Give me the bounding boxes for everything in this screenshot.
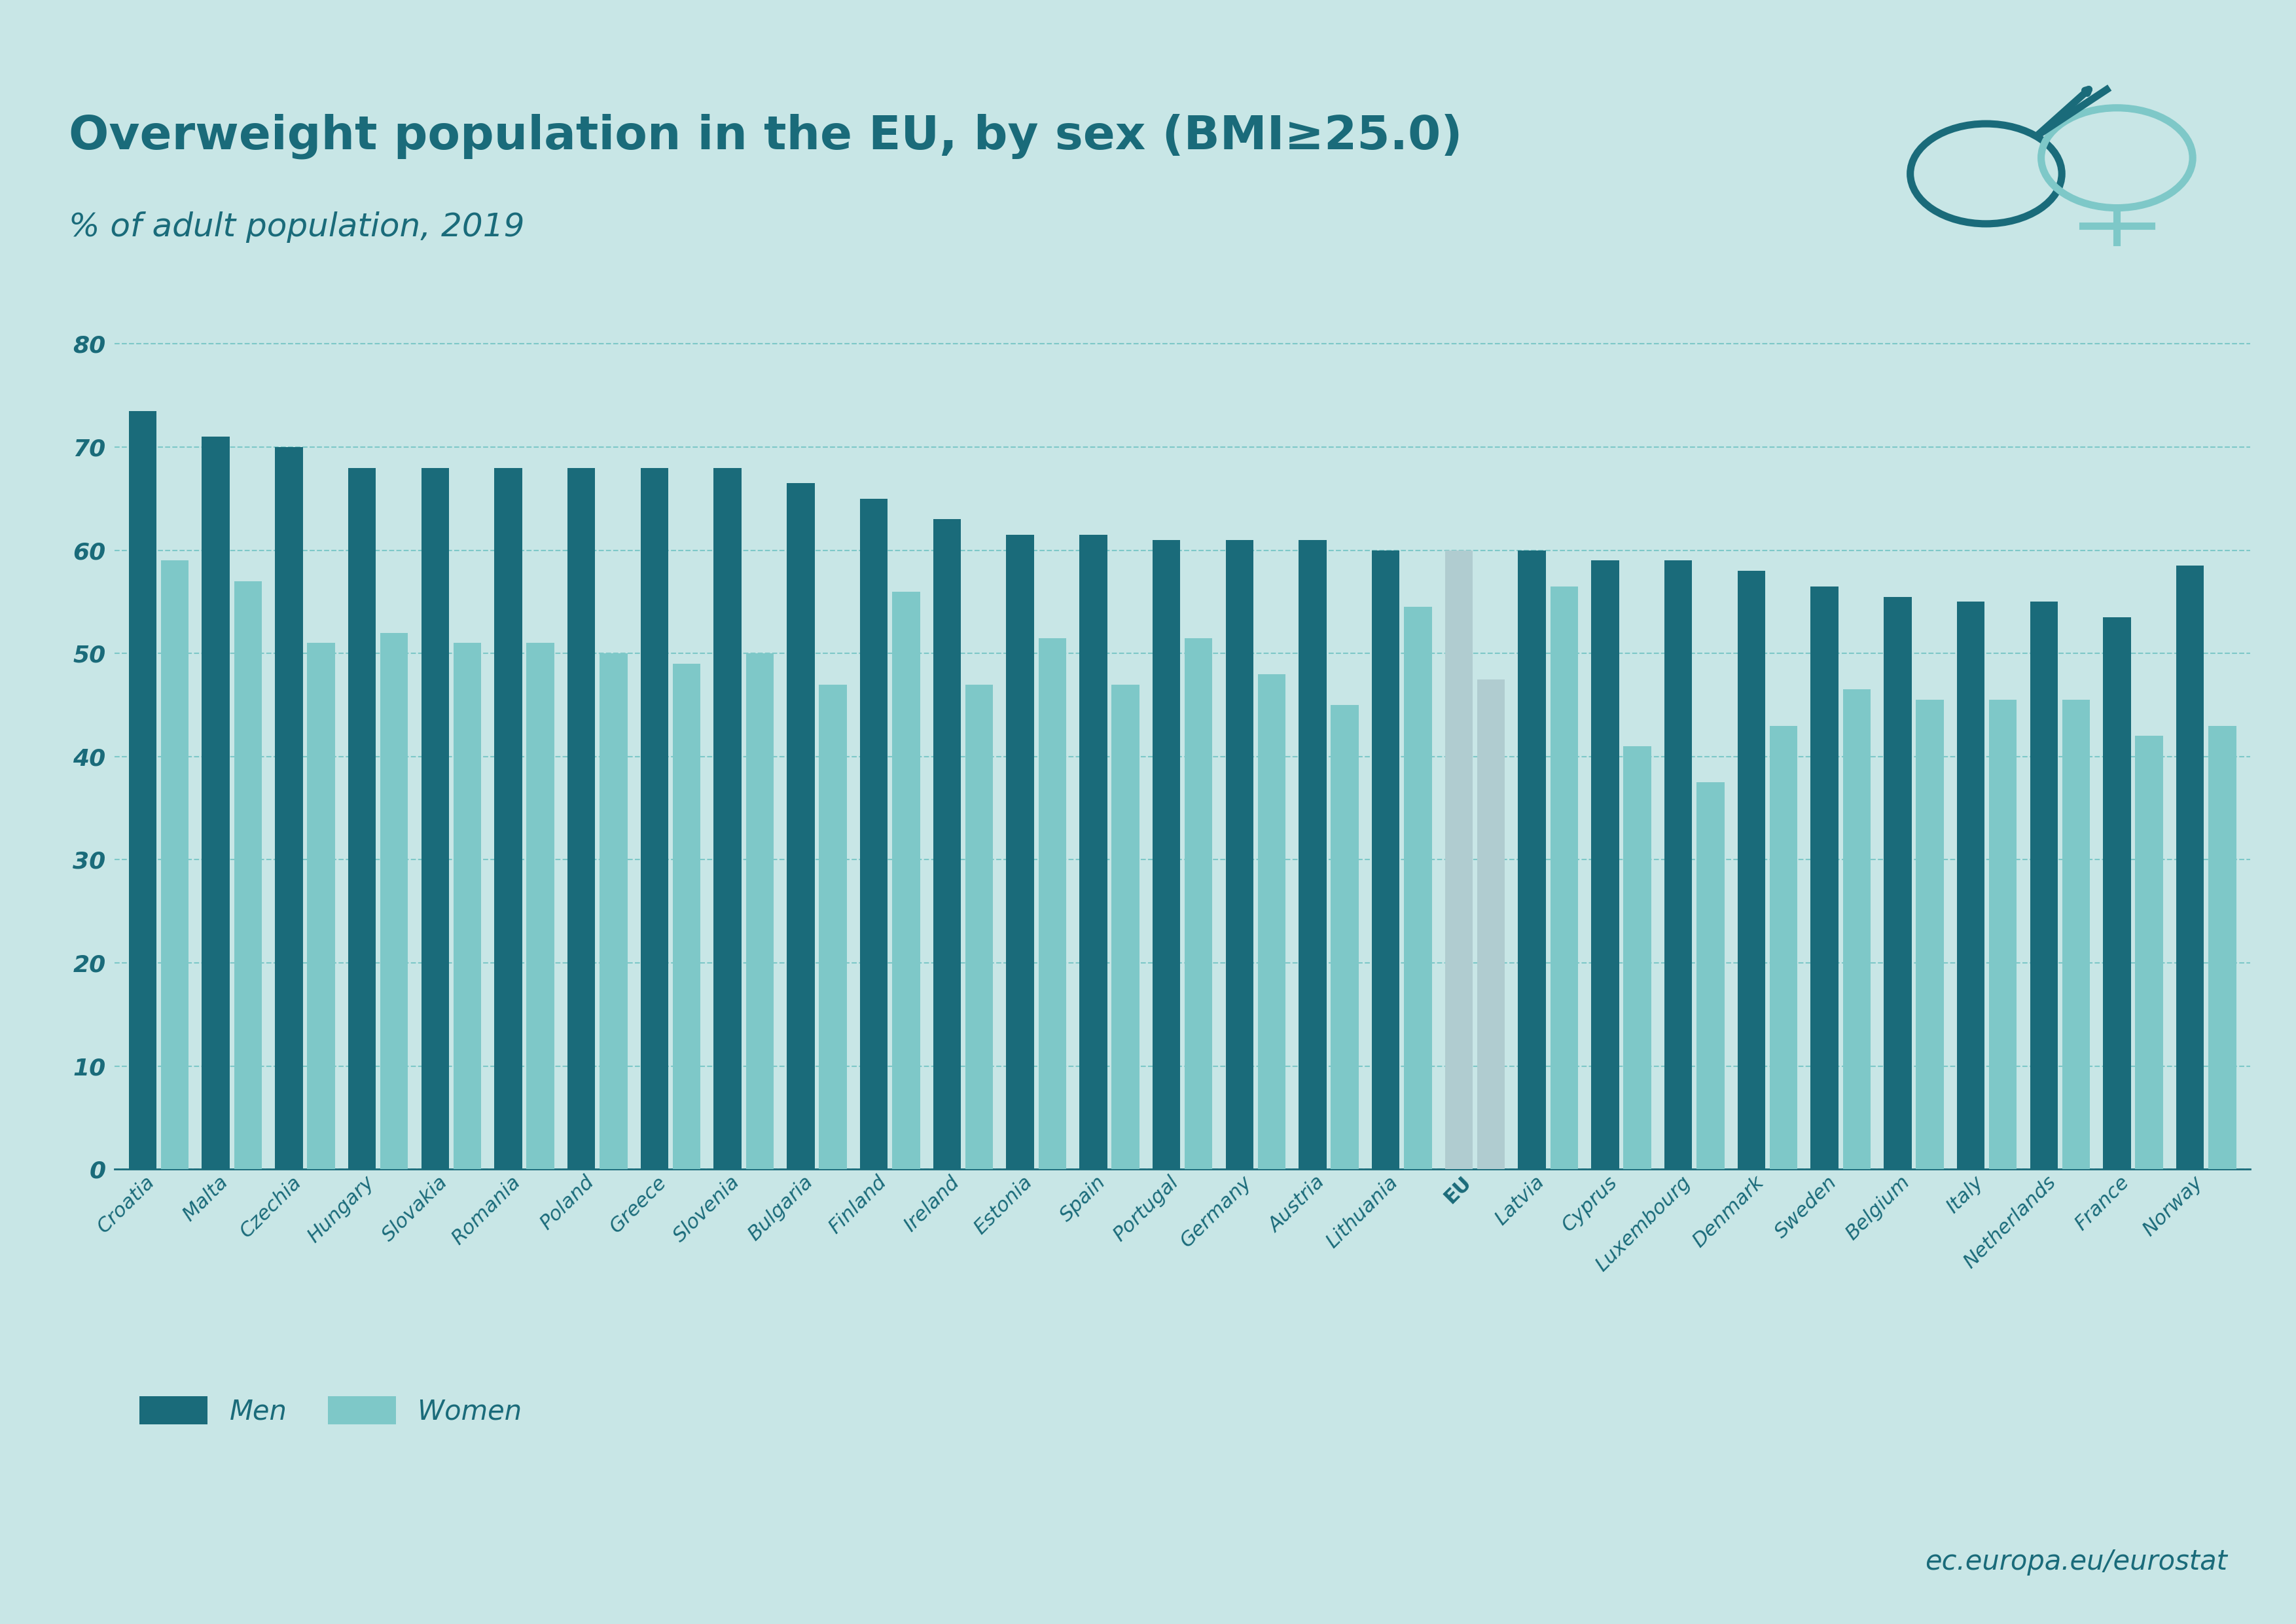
Bar bbox=[494, 468, 521, 1169]
Bar bbox=[2062, 700, 2089, 1169]
Bar bbox=[202, 437, 230, 1169]
Legend: Men, Women: Men, Women bbox=[129, 1385, 533, 1436]
Bar bbox=[1623, 747, 1651, 1169]
Bar bbox=[1956, 603, 1984, 1169]
Bar bbox=[893, 591, 921, 1169]
Bar bbox=[1883, 596, 1913, 1169]
Text: Overweight population in the EU, by sex (BMI≥25.0): Overweight population in the EU, by sex … bbox=[69, 114, 1463, 159]
Bar bbox=[1476, 679, 1504, 1169]
Bar bbox=[1591, 560, 1619, 1169]
Text: % of adult population, 2019: % of adult population, 2019 bbox=[69, 211, 526, 242]
Text: ec.europa.eu/eurostat: ec.europa.eu/eurostat bbox=[1924, 1548, 2227, 1575]
Bar bbox=[1371, 551, 1401, 1169]
Bar bbox=[2030, 603, 2057, 1169]
Bar bbox=[1079, 534, 1107, 1169]
Bar bbox=[1844, 690, 1871, 1169]
Bar bbox=[1226, 539, 1254, 1169]
Bar bbox=[1300, 539, 1327, 1169]
Bar bbox=[1988, 700, 2016, 1169]
Bar bbox=[1405, 607, 1433, 1169]
Bar bbox=[932, 520, 960, 1169]
Bar bbox=[1550, 586, 1577, 1169]
Bar bbox=[641, 468, 668, 1169]
Bar bbox=[2135, 736, 2163, 1169]
Bar bbox=[381, 633, 409, 1169]
Bar bbox=[2209, 726, 2236, 1169]
Bar bbox=[1332, 705, 1359, 1169]
Bar bbox=[1153, 539, 1180, 1169]
Bar bbox=[599, 653, 627, 1169]
Bar bbox=[1185, 638, 1212, 1169]
Bar bbox=[1258, 674, 1286, 1169]
Bar bbox=[1518, 551, 1545, 1169]
Bar bbox=[308, 643, 335, 1169]
Bar bbox=[820, 684, 847, 1169]
Bar bbox=[1697, 783, 1724, 1169]
Bar bbox=[2103, 617, 2131, 1169]
Bar bbox=[526, 643, 553, 1169]
Bar bbox=[861, 499, 889, 1169]
Bar bbox=[567, 468, 595, 1169]
Bar bbox=[420, 468, 450, 1169]
Bar bbox=[964, 684, 994, 1169]
Bar bbox=[1038, 638, 1065, 1169]
Bar bbox=[1738, 572, 1766, 1169]
Bar bbox=[1915, 700, 1945, 1169]
Bar bbox=[714, 468, 742, 1169]
Bar bbox=[1770, 726, 1798, 1169]
Bar bbox=[234, 581, 262, 1169]
Bar bbox=[1111, 684, 1139, 1169]
Bar bbox=[161, 560, 188, 1169]
Bar bbox=[276, 447, 303, 1169]
Bar bbox=[349, 468, 377, 1169]
Bar bbox=[129, 411, 156, 1169]
Bar bbox=[1812, 586, 1839, 1169]
Bar bbox=[452, 643, 482, 1169]
Bar bbox=[1665, 560, 1692, 1169]
Bar bbox=[2177, 565, 2204, 1169]
Bar bbox=[1444, 551, 1472, 1169]
Bar bbox=[746, 653, 774, 1169]
Bar bbox=[673, 664, 700, 1169]
Bar bbox=[1006, 534, 1033, 1169]
Bar bbox=[788, 484, 815, 1169]
